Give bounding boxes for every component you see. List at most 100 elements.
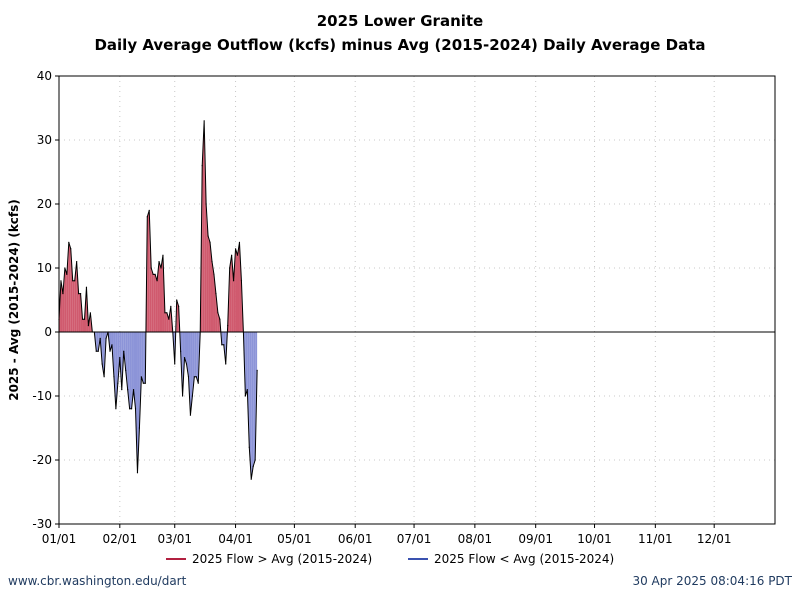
legend-swatch-above	[166, 558, 186, 560]
area-above-avg	[78, 293, 81, 332]
area-above-avg	[68, 242, 71, 332]
data-point	[97, 350, 99, 352]
data-point	[221, 344, 223, 346]
data-point	[234, 248, 237, 250]
x-tick-label: 04/01	[218, 532, 253, 546]
area-below-avg	[196, 332, 199, 384]
data-point	[156, 280, 158, 282]
area-above-avg	[159, 261, 162, 332]
data-point	[215, 293, 217, 295]
data-point	[125, 369, 127, 371]
legend-swatch-below	[408, 558, 428, 560]
data-point	[95, 350, 97, 352]
data-point	[101, 363, 103, 365]
area-above-avg	[202, 120, 205, 332]
data-point	[162, 254, 164, 256]
y-tick-label: 10	[37, 261, 52, 275]
area-above-avg	[151, 268, 154, 332]
data-point	[119, 357, 121, 359]
y-tick-label: 40	[37, 69, 52, 83]
data-point	[146, 216, 148, 218]
area-above-avg	[166, 312, 169, 332]
difference-line	[58, 120, 258, 480]
chart-title: 2025 Lower Granite	[316, 12, 484, 30]
data-point	[205, 203, 207, 205]
data-point	[193, 376, 195, 378]
data-point	[68, 241, 70, 243]
y-tick-label: 20	[37, 197, 52, 211]
data-point	[115, 408, 117, 410]
data-point	[62, 293, 64, 295]
area-below-avg	[245, 332, 248, 396]
data-point	[123, 350, 125, 352]
x-tick-label: 09/01	[518, 532, 553, 546]
data-point	[142, 382, 144, 384]
data-point	[132, 389, 135, 391]
area-above-avg	[149, 210, 152, 332]
data-point	[152, 273, 154, 275]
data-point	[111, 344, 113, 346]
y-tick-label: -10	[32, 389, 52, 403]
data-point	[197, 382, 199, 384]
area-above-avg	[153, 274, 156, 332]
data-point	[74, 280, 76, 282]
data-point	[248, 446, 250, 448]
data-point	[225, 363, 227, 365]
y-axis-label: 2025 - Avg (2015-2024) (kcfs)	[7, 199, 21, 401]
data-point	[227, 325, 229, 327]
legend-item-above: 2025 Flow > Avg (2015-2024)	[166, 552, 372, 566]
data-point	[236, 254, 239, 256]
data-point	[121, 389, 123, 391]
data-point	[183, 357, 186, 359]
area-below-avg	[135, 332, 138, 473]
data-point	[158, 261, 160, 263]
data-point	[109, 350, 111, 352]
data-point	[176, 299, 178, 301]
data-point	[195, 376, 197, 378]
data-point	[240, 280, 243, 282]
data-point	[232, 280, 235, 282]
axis-layer: 01/01 02/01 03/01 04/01 05/01 06/01 07/01 08/01…	[32, 69, 776, 546]
area-below-avg	[190, 332, 193, 416]
x-tick-label: 01/01	[42, 532, 77, 546]
data-point	[129, 408, 131, 410]
data-point	[213, 273, 215, 275]
data-point	[164, 312, 166, 314]
line-layer	[58, 120, 258, 480]
footer-url[interactable]: www.cbr.washington.edu/dart	[8, 574, 187, 588]
data-point	[254, 459, 256, 461]
data-point	[140, 376, 142, 378]
area-below-avg	[143, 332, 146, 384]
footer-timestamp: 30 Apr 2025 08:04:16 PDT	[632, 574, 792, 588]
legend-label-below: 2025 Flow < Avg (2015-2024)	[434, 552, 615, 566]
data-point	[64, 267, 66, 269]
area-above-avg	[217, 312, 220, 332]
y-tick-label: -30	[32, 517, 52, 531]
data-point	[138, 427, 141, 429]
data-point	[170, 305, 172, 307]
x-tick-label: 02/01	[103, 532, 138, 546]
data-point	[168, 318, 170, 320]
data-point	[136, 472, 139, 474]
area-above-avg	[76, 261, 79, 332]
data-point	[181, 395, 184, 397]
data-point	[229, 267, 231, 269]
data-point	[154, 273, 156, 275]
area-below-avg	[141, 332, 144, 384]
data-point	[180, 350, 182, 352]
area-above-avg	[161, 255, 163, 332]
area-above-avg	[155, 274, 158, 332]
data-point	[201, 165, 203, 167]
data-point	[174, 363, 176, 365]
data-point	[219, 318, 221, 320]
data-point	[246, 389, 248, 391]
y-tick-label: 0	[44, 325, 52, 339]
area-below-avg	[194, 332, 197, 377]
data-point	[148, 209, 150, 211]
data-point	[187, 376, 190, 378]
area-above-avg	[62, 268, 65, 332]
data-point	[78, 293, 80, 295]
data-point	[127, 389, 129, 391]
data-point	[70, 248, 72, 250]
